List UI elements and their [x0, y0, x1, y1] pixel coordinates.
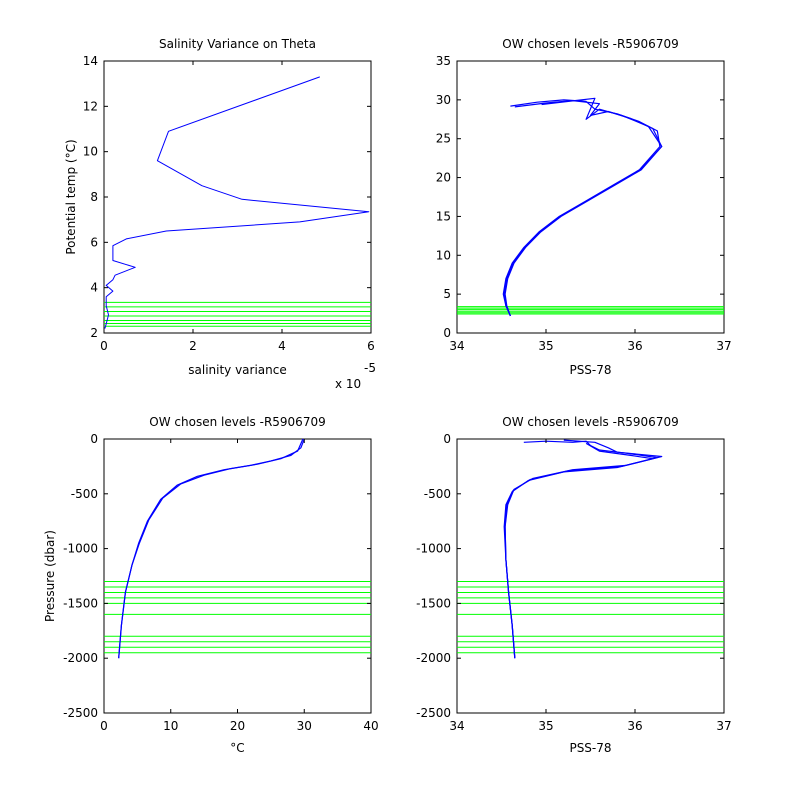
y-tick-label: 12: [83, 99, 98, 113]
x-tick-label: 20: [230, 719, 245, 733]
x-tick-label: 36: [627, 339, 642, 353]
y-tick-label: 8: [90, 190, 98, 204]
y-tick-label: 30: [436, 93, 451, 107]
x-tick-label: 30: [297, 719, 312, 733]
x-tick-label: 34: [449, 719, 464, 733]
panel-pressure-temperature: 0 10 20 30 40 -2500 -2000 -1500 -1000 -500 0 OW ch…: [43, 415, 379, 755]
series-line: [504, 97, 663, 317]
y-tick-label: -1000: [416, 542, 451, 556]
chart-title: OW chosen levels -R5906709: [502, 415, 678, 429]
y-tick-label: 10: [436, 248, 451, 262]
series-line: [504, 442, 654, 659]
y-tick-label: 6: [90, 235, 98, 249]
y-tick-label: -1500: [416, 596, 451, 610]
x-tick-label: 4: [278, 339, 286, 353]
x-tick-label: 6: [367, 339, 375, 353]
y-tick-label: 0: [443, 432, 451, 446]
y-tick-label: -2000: [63, 651, 98, 665]
plot-frame: [456, 438, 725, 714]
y-tick-label: -1500: [63, 596, 98, 610]
y-axis-label: Pressure (dbar): [43, 530, 57, 622]
y-tick-label: -2500: [416, 706, 451, 720]
x-tick-label: 37: [716, 339, 731, 353]
series-line: [104, 76, 370, 329]
x-tick-label: 40: [363, 719, 378, 733]
plot-frame: [103, 60, 372, 334]
y-tick-label: 10: [83, 145, 98, 159]
plot-frame: [103, 438, 372, 714]
x-tick-label: 0: [100, 719, 108, 733]
x-tick-label: 36: [627, 719, 642, 733]
y-tick-label: 14: [83, 54, 98, 68]
y-tick-label: 0: [90, 432, 98, 446]
x-tick-label: 0: [100, 339, 108, 353]
y-tick-label: 20: [436, 171, 451, 185]
plot-frame: [456, 60, 725, 334]
x-axis-label: °C: [230, 741, 244, 755]
plot-area: 34 35 36 37 0 5 10 15 20 25 30 35: [436, 54, 732, 353]
x-tick-label: 10: [163, 719, 178, 733]
y-tick-label: 35: [436, 54, 451, 68]
y-axis-label: Potential temp (°C): [64, 139, 78, 254]
x-tick-label: 34: [449, 339, 464, 353]
chart-title: OW chosen levels -R5906709: [502, 37, 678, 51]
x-tick-label: 35: [538, 719, 553, 733]
y-tick-label: -2500: [63, 706, 98, 720]
y-tick-label: 4: [90, 281, 98, 295]
panel-pressure-salinity: 34 35 36 37 -2500 -2000 -1500 -1000 -500 0 OW cho…: [416, 415, 732, 755]
y-tick-label: 5: [443, 287, 451, 301]
x-tick-label: 37: [716, 719, 731, 733]
y-tick-label: 15: [436, 209, 451, 223]
series-line: [118, 438, 304, 659]
y-tick-label: -500: [71, 487, 98, 501]
y-tick-label: 0: [443, 326, 451, 340]
x-axis-label: PSS-78: [569, 363, 611, 377]
panel-theta-salinity: 34 35 36 37 0 5 10 15 20 25 30 35 OW chosen levels …: [436, 37, 732, 377]
plot-area: 34 35 36 37 -2500 -2000 -1500 -1000 -500 0: [416, 432, 732, 733]
y-tick-label: -2000: [416, 651, 451, 665]
y-tick-label: -500: [424, 487, 451, 501]
x-axis-label: salinity variance: [188, 363, 287, 377]
y-tick-label: 2: [90, 326, 98, 340]
x-tick-label: 35: [538, 339, 553, 353]
x-multiplier-exponent: -5: [364, 361, 376, 375]
y-tick-label: 25: [436, 132, 451, 146]
chart-title: Salinity Variance on Theta: [159, 37, 316, 51]
x-tick-label: 2: [189, 339, 197, 353]
y-tick-label: -1000: [63, 542, 98, 556]
x-axis-label: PSS-78: [569, 741, 611, 755]
chart-title: OW chosen levels -R5906709: [149, 415, 325, 429]
plot-area: 0 10 20 30 40 -2500 -2000 -1500 -1000 -500 0: [63, 432, 379, 733]
x-multiplier-label: x 10: [335, 377, 361, 391]
